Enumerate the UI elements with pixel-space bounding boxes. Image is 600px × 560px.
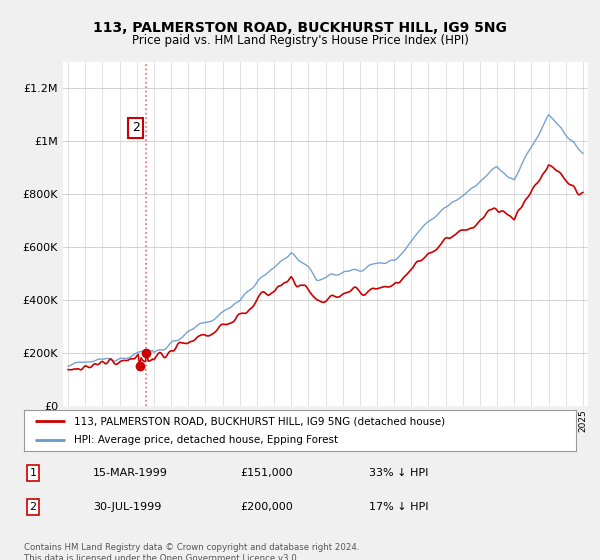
Text: 33% ↓ HPI: 33% ↓ HPI [369, 468, 428, 478]
Text: 113, PALMERSTON ROAD, BUCKHURST HILL, IG9 5NG (detached house): 113, PALMERSTON ROAD, BUCKHURST HILL, IG… [74, 417, 445, 426]
Text: 17% ↓ HPI: 17% ↓ HPI [369, 502, 428, 512]
Text: HPI: Average price, detached house, Epping Forest: HPI: Average price, detached house, Eppi… [74, 435, 338, 445]
Text: 30-JUL-1999: 30-JUL-1999 [93, 502, 161, 512]
Text: 2: 2 [29, 502, 37, 512]
Text: Contains HM Land Registry data © Crown copyright and database right 2024.
This d: Contains HM Land Registry data © Crown c… [24, 543, 359, 560]
Text: 1: 1 [29, 468, 37, 478]
Text: 2: 2 [132, 122, 140, 134]
Text: Price paid vs. HM Land Registry's House Price Index (HPI): Price paid vs. HM Land Registry's House … [131, 34, 469, 46]
Text: £200,000: £200,000 [240, 502, 293, 512]
Text: £151,000: £151,000 [240, 468, 293, 478]
Text: 15-MAR-1999: 15-MAR-1999 [93, 468, 168, 478]
Text: 113, PALMERSTON ROAD, BUCKHURST HILL, IG9 5NG: 113, PALMERSTON ROAD, BUCKHURST HILL, IG… [93, 21, 507, 35]
